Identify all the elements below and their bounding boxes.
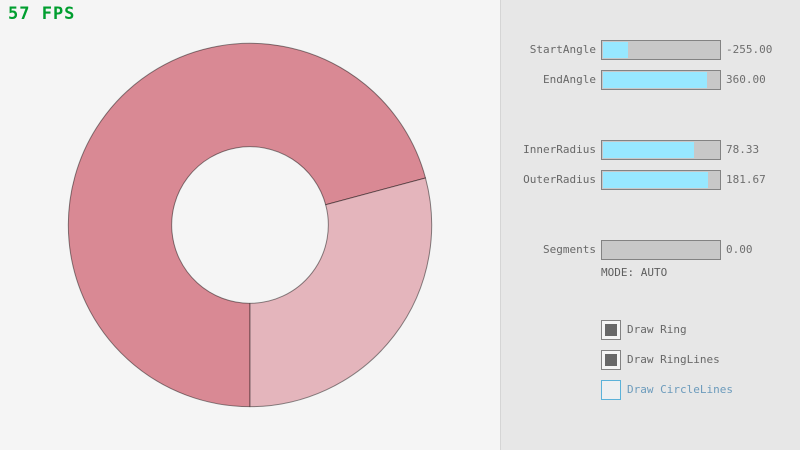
slider-fill bbox=[603, 42, 629, 58]
checkbox-draw-circlelines: Draw CircleLines bbox=[501, 380, 800, 400]
checkbox-label: Draw Ring bbox=[627, 323, 687, 336]
slider-value: 0.00 bbox=[726, 243, 753, 256]
slider-label: StartAngle bbox=[529, 43, 596, 56]
slider-outerradius: OuterRadius 181.67 bbox=[501, 170, 800, 190]
slider-track[interactable] bbox=[601, 140, 721, 160]
slider-track[interactable] bbox=[601, 70, 721, 90]
checkbox-label: Draw CircleLines bbox=[627, 383, 733, 396]
ring-canvas bbox=[67, 42, 433, 408]
slider-value: -255.00 bbox=[726, 43, 773, 56]
slider-fill bbox=[603, 72, 708, 88]
slider-innerradius: InnerRadius 78.33 bbox=[501, 140, 800, 160]
checkbox-draw-ring: Draw Ring bbox=[501, 320, 800, 340]
slider-track[interactable] bbox=[601, 240, 721, 260]
checkbox-box[interactable] bbox=[601, 380, 621, 400]
checkmark-icon bbox=[605, 324, 617, 336]
slider-segments: Segments 0.00 bbox=[501, 240, 800, 260]
ring-slice-light bbox=[249, 177, 433, 408]
slider-value: 181.67 bbox=[726, 173, 766, 186]
checkbox-box[interactable] bbox=[601, 320, 621, 340]
slider-value: 360.00 bbox=[726, 73, 766, 86]
checkbox-label: Draw RingLines bbox=[627, 353, 720, 366]
checkmark-icon bbox=[605, 354, 617, 366]
slider-fill bbox=[603, 142, 694, 158]
slider-label: EndAngle bbox=[543, 73, 596, 86]
slider-label: Segments bbox=[543, 243, 596, 256]
segments-mode-label: MODE: AUTO bbox=[601, 266, 668, 279]
checkbox-draw-ringlines: Draw RingLines bbox=[501, 350, 800, 370]
fps-counter: 57 FPS bbox=[8, 4, 76, 24]
slider-label: OuterRadius bbox=[523, 173, 596, 186]
control-panel: StartAngle -255.00 EndAngle 360.00 Inner… bbox=[500, 0, 800, 450]
slider-track[interactable] bbox=[601, 170, 721, 190]
slider-label: InnerRadius bbox=[523, 143, 596, 156]
slider-fill bbox=[603, 172, 709, 188]
slider-endangle: EndAngle 360.00 bbox=[501, 70, 800, 90]
ring-slice-dark bbox=[67, 42, 427, 408]
slider-track[interactable] bbox=[601, 40, 721, 60]
slider-value: 78.33 bbox=[726, 143, 760, 156]
slider-startangle: StartAngle -255.00 bbox=[501, 40, 800, 60]
checkbox-box[interactable] bbox=[601, 350, 621, 370]
